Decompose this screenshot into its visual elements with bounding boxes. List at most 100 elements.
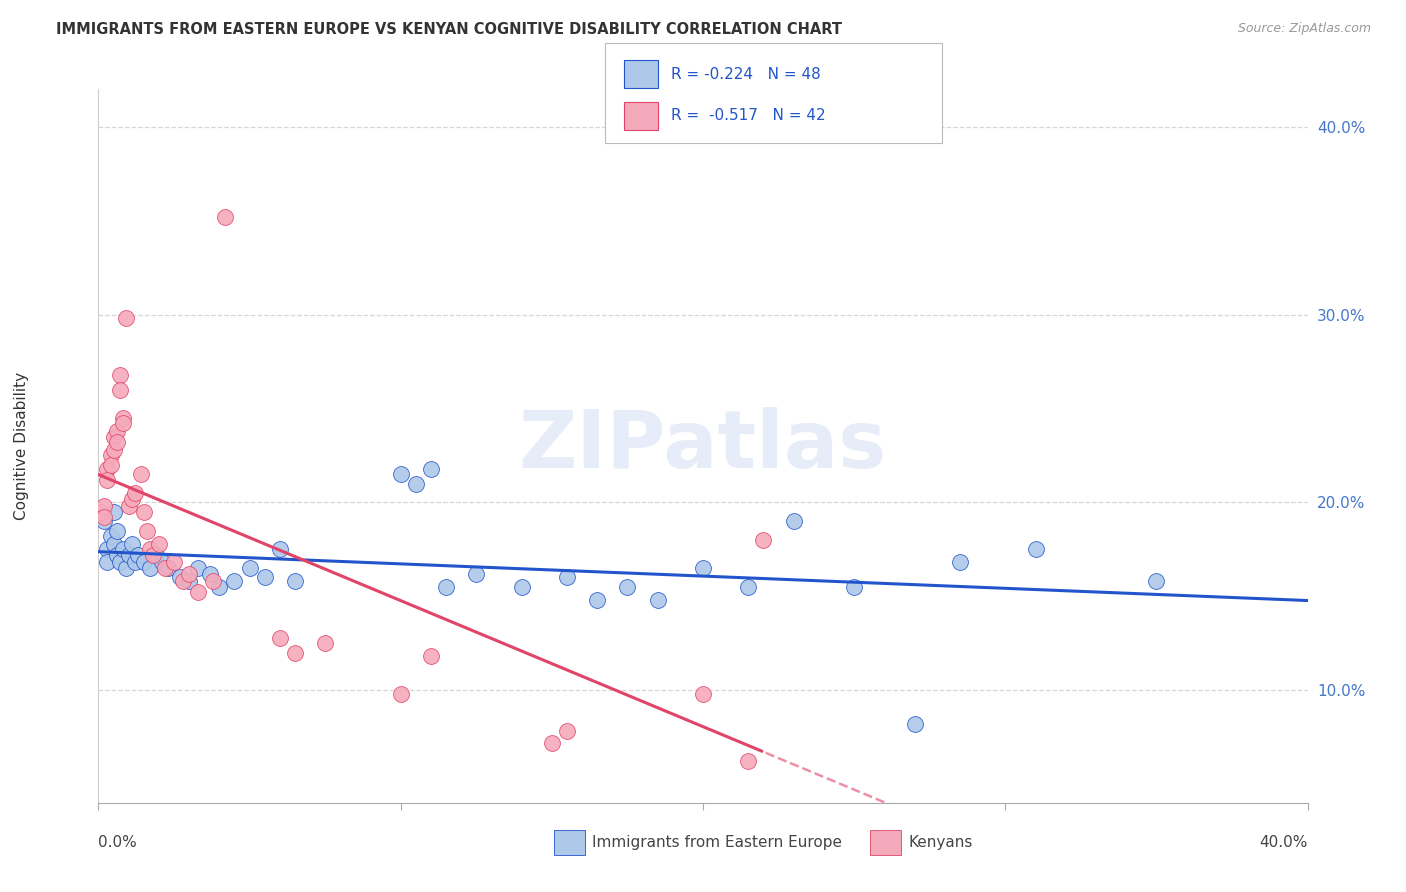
Text: Cognitive Disability: Cognitive Disability [14, 372, 28, 520]
Point [142, 548, 165, 562]
Point [124, 556, 146, 570]
Point [93, 514, 115, 528]
Point [1024, 542, 1046, 557]
Point [269, 542, 291, 557]
Point [105, 424, 128, 438]
Point [100, 449, 122, 463]
Point [419, 461, 441, 475]
Point [103, 505, 125, 519]
Point [752, 533, 775, 547]
Point [105, 524, 128, 538]
Point [96, 556, 118, 570]
Point [224, 574, 246, 589]
Point [269, 631, 291, 645]
Point [114, 311, 136, 326]
Point [121, 536, 143, 550]
Point [114, 561, 136, 575]
Point [100, 458, 122, 472]
Point [389, 687, 412, 701]
Point [118, 548, 141, 562]
Point [169, 570, 191, 584]
Point [782, 514, 804, 528]
Point [253, 570, 276, 584]
Point [90, 505, 112, 519]
Point [103, 442, 125, 457]
Point [214, 210, 236, 224]
Point [135, 524, 157, 538]
Point [405, 476, 427, 491]
Point [284, 646, 307, 660]
Point [1144, 574, 1167, 589]
Text: ZIPatlas: ZIPatlas [519, 407, 887, 485]
Point [150, 556, 173, 570]
Point [108, 556, 131, 570]
Point [105, 435, 128, 450]
Point [100, 529, 122, 543]
Point [153, 561, 176, 575]
Point [139, 561, 162, 575]
Point [616, 580, 638, 594]
Point [172, 574, 194, 589]
Point [692, 687, 714, 701]
Point [737, 580, 759, 594]
Point [187, 561, 209, 575]
Point [111, 410, 134, 425]
Point [949, 556, 972, 570]
Point [93, 499, 115, 513]
Text: 0.0%: 0.0% [98, 836, 138, 850]
Text: 40.0%: 40.0% [1260, 836, 1308, 850]
Point [239, 561, 262, 575]
Point [93, 510, 115, 524]
Point [555, 724, 578, 739]
Point [200, 566, 222, 581]
Point [510, 580, 533, 594]
Point [314, 636, 336, 650]
Point [96, 461, 118, 475]
Point [145, 548, 167, 562]
Text: Source: ZipAtlas.com: Source: ZipAtlas.com [1237, 22, 1371, 36]
Point [904, 717, 927, 731]
Point [111, 542, 134, 557]
Point [96, 473, 118, 487]
Point [844, 580, 866, 594]
Point [163, 556, 186, 570]
Point [737, 755, 759, 769]
Point [96, 542, 118, 557]
Point [103, 536, 125, 550]
Text: R = -0.224   N = 48: R = -0.224 N = 48 [671, 67, 821, 81]
Point [389, 467, 412, 482]
Text: IMMIGRANTS FROM EASTERN EUROPE VS KENYAN COGNITIVE DISABILITY CORRELATION CHART: IMMIGRANTS FROM EASTERN EUROPE VS KENYAN… [56, 22, 842, 37]
Point [284, 574, 307, 589]
Point [434, 580, 457, 594]
Point [105, 548, 128, 562]
Point [121, 491, 143, 506]
Point [108, 368, 131, 382]
Point [177, 566, 201, 581]
Point [108, 383, 131, 397]
Point [692, 561, 714, 575]
Point [132, 505, 155, 519]
Point [129, 467, 152, 482]
Point [540, 736, 562, 750]
Text: Immigrants from Eastern Europe: Immigrants from Eastern Europe [592, 836, 842, 850]
Point [555, 570, 578, 584]
Point [586, 593, 609, 607]
Text: R =  -0.517   N = 42: R = -0.517 N = 42 [671, 109, 825, 123]
Point [465, 566, 488, 581]
Point [111, 417, 134, 431]
Point [187, 585, 209, 599]
Point [103, 429, 125, 443]
Point [139, 542, 162, 557]
Point [419, 649, 441, 664]
Point [132, 556, 155, 570]
Point [127, 548, 149, 562]
Text: Kenyans: Kenyans [908, 836, 973, 850]
Point [202, 574, 225, 589]
Point [647, 593, 669, 607]
Point [148, 536, 170, 550]
Point [118, 499, 141, 513]
Point [208, 580, 231, 594]
Point [124, 486, 146, 500]
Point [156, 561, 179, 575]
Point [177, 574, 201, 589]
